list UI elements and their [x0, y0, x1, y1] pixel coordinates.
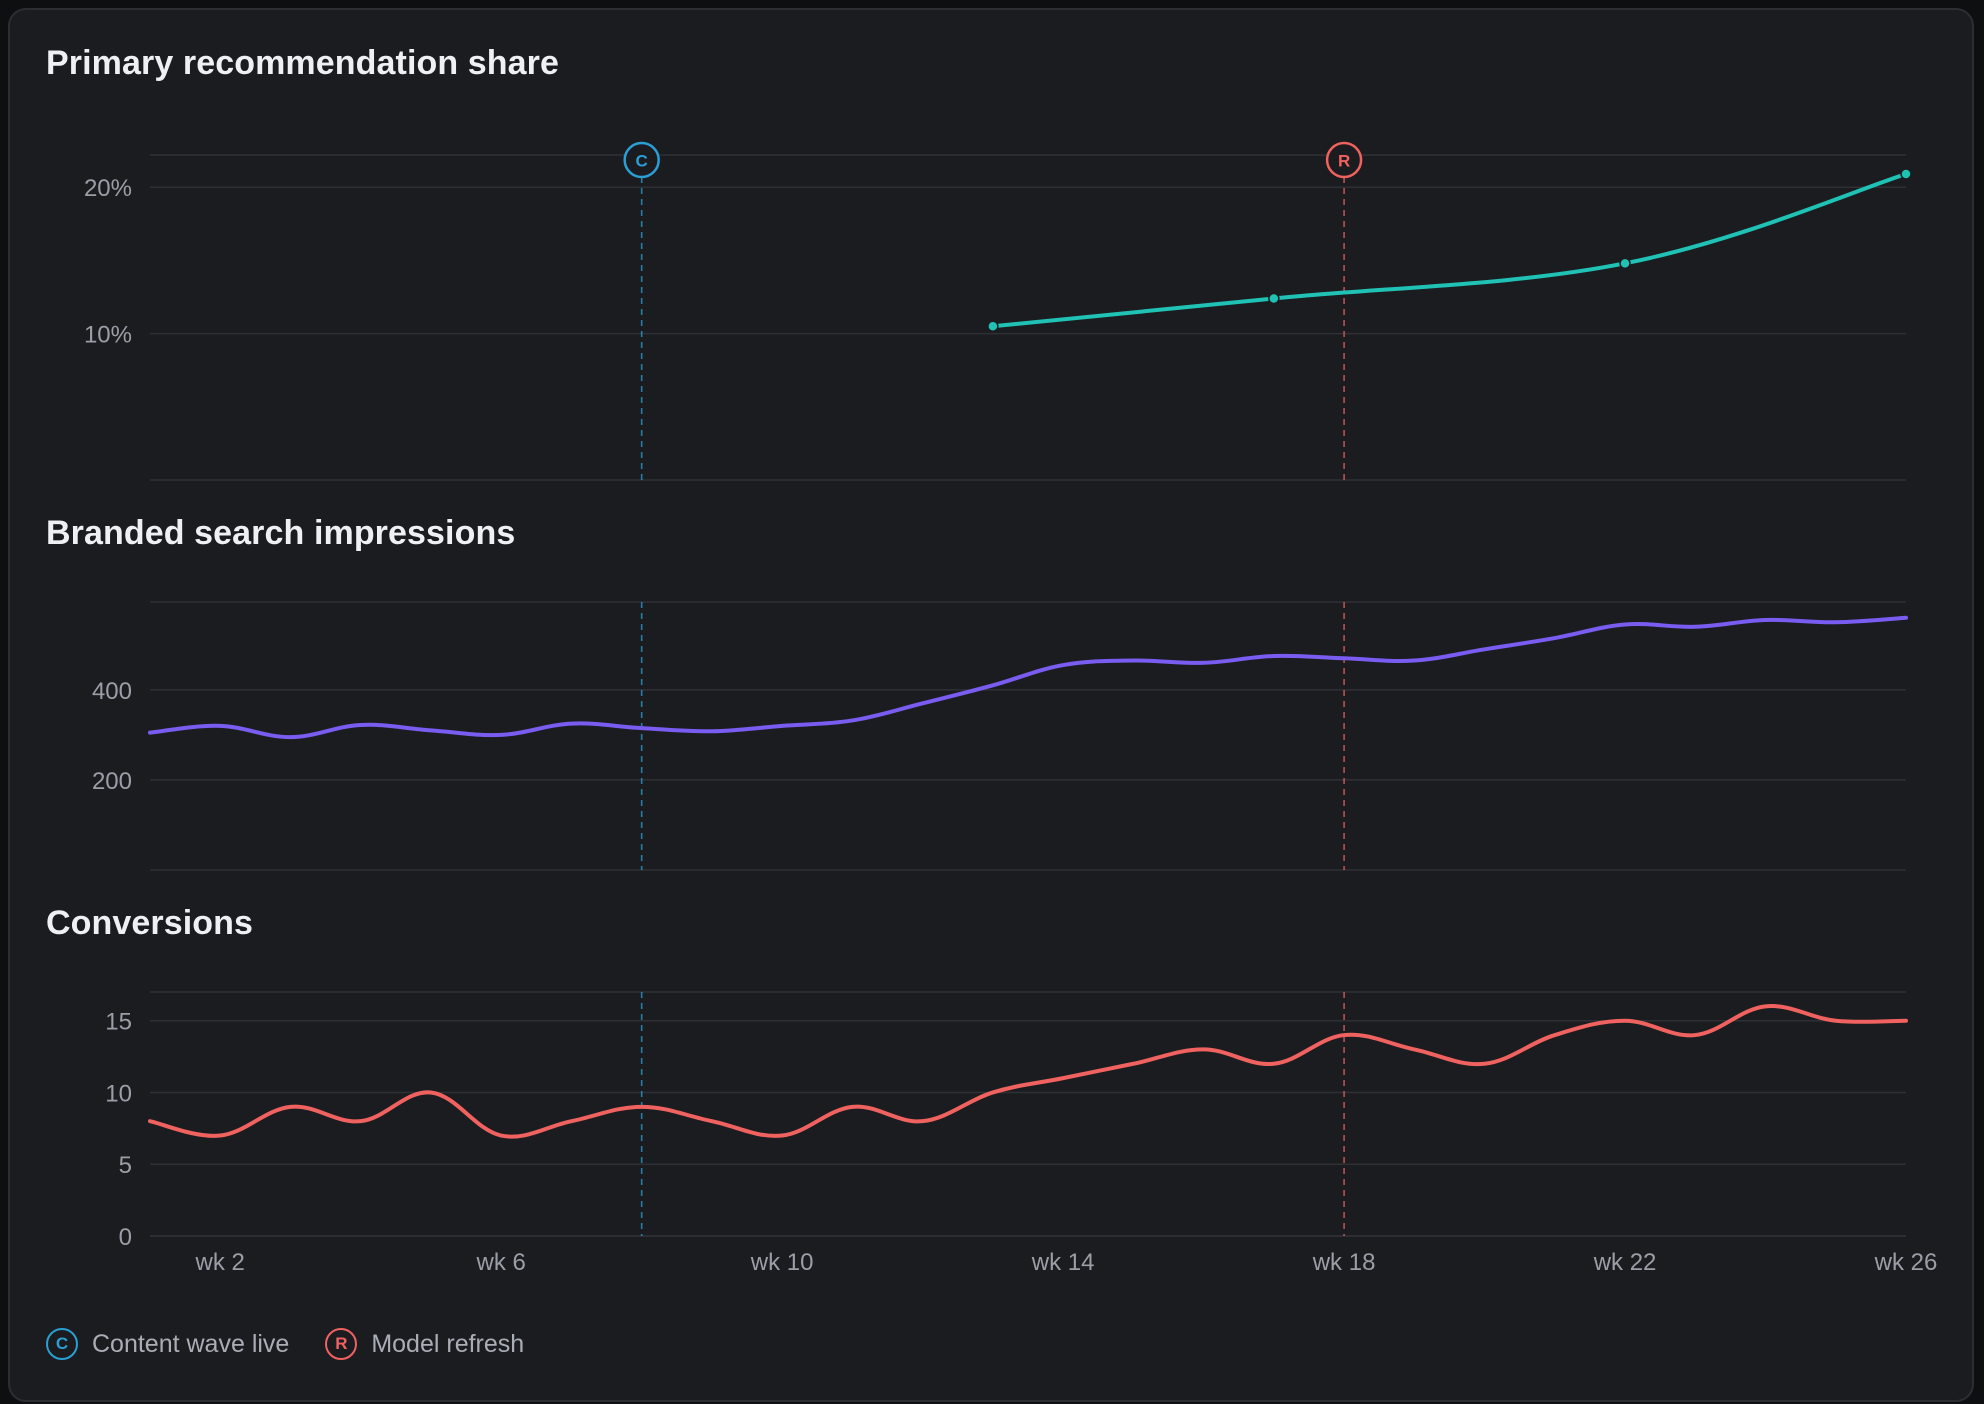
model-refresh-marker-icon: R: [325, 1328, 358, 1360]
panel-title-conversions: Conversions: [46, 904, 254, 942]
y-tick-label: 400: [92, 678, 132, 705]
event-badge-letter: C: [636, 152, 648, 171]
event-badge-content_wave: [623, 141, 660, 179]
series-line-1-0: [148, 615, 1908, 740]
legend-item-model-refresh: R Model refresh: [325, 1328, 524, 1360]
y-tick-label: 20%: [84, 175, 132, 202]
x-tick-label: wk 18: [1312, 1249, 1376, 1276]
data-point: [1268, 292, 1280, 305]
legend-label-model-refresh: Model refresh: [371, 1329, 525, 1358]
panel-title-impressions: Branded search impressions: [46, 514, 516, 552]
x-tick-label: wk 26: [1874, 1249, 1938, 1276]
panel-title-share: Primary recommendation share: [46, 44, 559, 82]
y-tick-label: 15: [105, 1009, 132, 1036]
event-badge-letter: R: [1338, 152, 1350, 171]
data-point: [1900, 168, 1912, 180]
x-tick-label: wk 6: [476, 1249, 526, 1276]
legend: C Content wave live R Model refresh: [46, 1328, 524, 1360]
chart-card: [8, 8, 1974, 1402]
y-tick-label: 10%: [84, 322, 132, 349]
legend-item-content-wave: C Content wave live: [46, 1328, 289, 1360]
x-tick-label: wk 2: [195, 1249, 245, 1276]
y-tick-label: 200: [92, 768, 132, 795]
x-tick-label: wk 22: [1593, 1249, 1657, 1276]
y-tick-label: 0: [119, 1224, 132, 1251]
series-line-2-0: [148, 1004, 1908, 1139]
legend-label-content-wave: Content wave live: [92, 1329, 290, 1358]
y-tick-label: 10: [105, 1080, 132, 1107]
data-point: [987, 320, 999, 333]
x-tick-label: wk 14: [1031, 1249, 1095, 1276]
y-tick-label: 5: [119, 1152, 132, 1179]
content-wave-marker-icon: C: [46, 1328, 78, 1360]
series-line-0-0: [990, 172, 1908, 329]
x-tick-label: wk 10: [750, 1249, 814, 1276]
data-point: [1619, 257, 1631, 270]
event-badge-model_refresh: [1325, 141, 1363, 179]
